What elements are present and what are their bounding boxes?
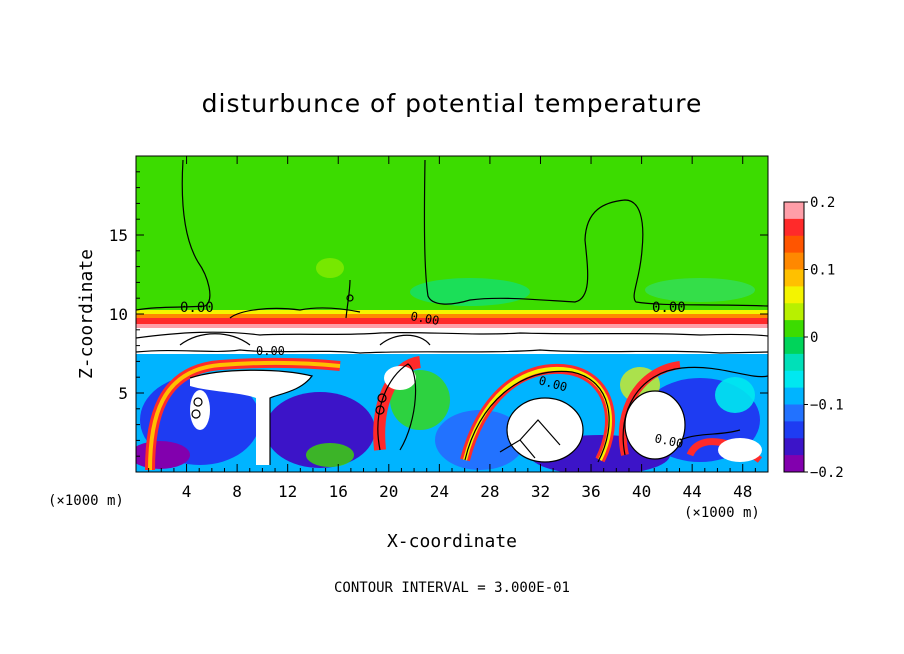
y-tick-label: 15	[109, 226, 128, 245]
colorbar-swatch	[784, 337, 804, 355]
field-feature	[316, 258, 344, 278]
contour-lines	[136, 159, 768, 465]
contour-line	[136, 349, 768, 354]
field-feature	[373, 356, 422, 451]
contour-line	[624, 390, 686, 460]
contour-line	[377, 393, 387, 403]
x-tick-label: 4	[182, 482, 192, 501]
field-feature	[435, 410, 525, 470]
x-tick-label: 28	[480, 482, 499, 501]
y-tick-label: 5	[118, 384, 128, 403]
contour-line	[499, 439, 536, 459]
field-feature	[625, 391, 685, 459]
y-axis-unit: (×1000 m)	[48, 493, 124, 509]
colorbar-swatch	[784, 218, 804, 237]
contour-line	[179, 333, 251, 346]
contour-line	[191, 409, 201, 419]
contour-line	[423, 159, 768, 307]
chart-title: disturbunce of potential temperature	[202, 89, 703, 118]
colorbar-tick-label: 0	[810, 330, 818, 346]
contour-line	[136, 159, 211, 311]
field-feature	[715, 377, 755, 413]
contour-label: 0.00	[652, 300, 686, 316]
colorbar-swatch	[784, 252, 804, 270]
colorbar-swatch	[784, 438, 804, 456]
field-band	[136, 328, 768, 354]
contour-line	[189, 369, 314, 465]
field-feature	[384, 366, 416, 390]
colorbar-swatch	[784, 269, 804, 287]
colorbar-swatch	[784, 421, 804, 439]
field-feature	[306, 443, 354, 467]
colorbar-swatch	[784, 202, 804, 220]
colorbar-swatch	[784, 235, 804, 254]
x-tick-label: 12	[278, 482, 297, 501]
x-tick-label: 44	[683, 482, 702, 501]
field-feature	[190, 390, 210, 430]
colorbar-swatch	[784, 303, 804, 321]
contour-line	[464, 370, 610, 463]
plot-area: 0.00 0.00 0.00 0.00 0.00 0.00	[136, 156, 768, 472]
x-axis-label: X-coordinate	[387, 531, 517, 552]
contour-line	[346, 294, 354, 302]
contour-label: 0.00	[653, 431, 684, 451]
contour-line	[375, 405, 385, 415]
colorbar-tick-label: 0.2	[810, 195, 835, 211]
field-band	[136, 324, 768, 328]
field-band	[136, 314, 768, 318]
colorbar-swatch	[784, 370, 804, 389]
y-axis: 5 10 15	[109, 171, 768, 457]
field-feature	[645, 278, 755, 302]
field-feature	[136, 441, 190, 469]
contour-line	[193, 397, 203, 407]
contour-label: 0.00	[180, 300, 214, 316]
contour-line	[229, 307, 361, 319]
colorbar-swatch	[784, 387, 804, 405]
colorbar-tick-label: −0.2	[810, 465, 844, 481]
colorbar-swatch	[784, 320, 804, 338]
contour-line	[506, 397, 584, 463]
contour-label: 0.00	[256, 344, 285, 358]
colorbar-tick-label: 0.1	[810, 263, 835, 279]
x-axis: 4 8 12 16 20 24 28 32 36 40 44 48	[148, 156, 756, 501]
contour-line	[345, 279, 351, 319]
x-tick-label: 24	[430, 482, 449, 501]
field-band	[136, 318, 768, 324]
field-feature	[507, 398, 583, 462]
colorbar	[784, 202, 804, 473]
y-tick-label: 10	[109, 305, 128, 324]
contour-labels: 0.00 0.00 0.00 0.00 0.00 0.00	[180, 300, 686, 451]
colorbar-swatch	[784, 404, 804, 422]
colorbar-swatch	[784, 455, 804, 473]
x-tick-label: 48	[733, 482, 752, 501]
field-band	[136, 310, 768, 314]
x-axis-unit: (×1000 m)	[684, 505, 760, 521]
contour-line	[377, 363, 417, 451]
contour-line	[679, 429, 741, 441]
x-tick-label: 32	[531, 482, 550, 501]
field-feature	[718, 438, 762, 462]
field-feature	[148, 360, 341, 471]
contour-line	[519, 419, 561, 446]
contour-label: 0.00	[409, 309, 440, 328]
colorbar-tick-label: −0.1	[810, 398, 844, 414]
contour-interval-note: CONTOUR INTERVAL = 3.000E-01	[334, 580, 570, 596]
x-tick-label: 40	[632, 482, 651, 501]
colorbar-ticks: 0.2 0.1 0 −0.1 −0.2	[804, 195, 844, 481]
colorbar-swatch	[784, 353, 804, 372]
y-axis-label: Z-coordinate	[76, 249, 97, 379]
contour-line	[136, 331, 768, 339]
colorbar-swatch	[784, 286, 804, 304]
x-tick-label: 20	[379, 482, 398, 501]
x-tick-label: 16	[329, 482, 348, 501]
x-tick-label: 8	[232, 482, 242, 501]
x-tick-label: 36	[581, 482, 600, 501]
contour-line	[379, 334, 431, 346]
field-feature	[410, 278, 530, 306]
